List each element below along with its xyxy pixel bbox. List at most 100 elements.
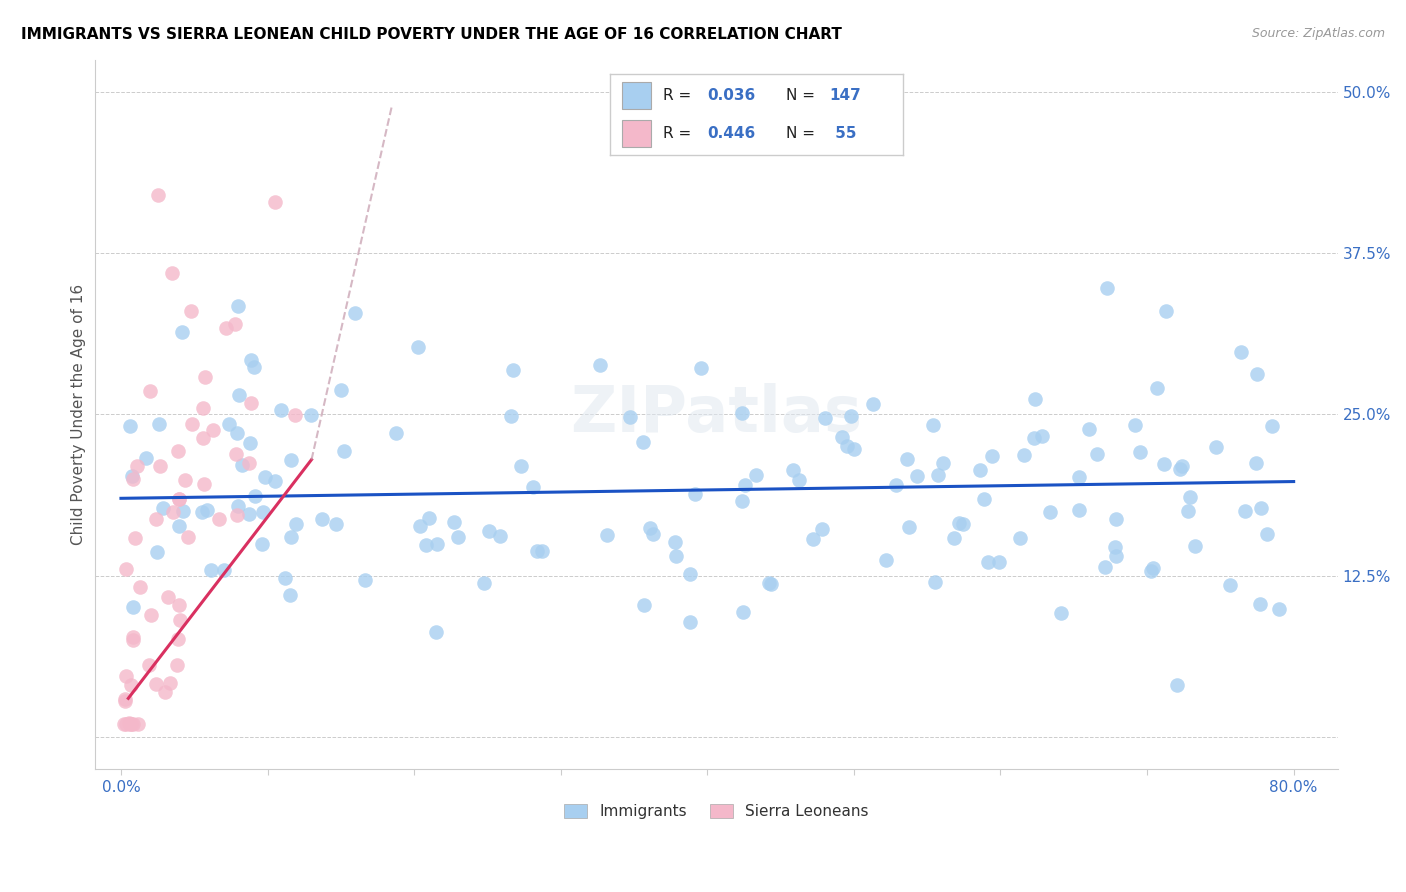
Point [1146,381,1168,395]
Point [801,532,824,546]
Point [896,452,918,467]
Point [633,434,655,449]
Point [1105,512,1128,526]
Point [167,598,190,612]
Point [228,388,250,402]
Point [633,598,655,612]
Point [733,605,755,619]
Point [1234,504,1257,518]
Point [226,508,249,522]
Point [678,567,700,582]
Point [121,630,143,644]
Point [250,537,273,551]
Point [406,340,429,354]
Point [127,717,149,731]
Y-axis label: Child Poverty Under the Age of 16: Child Poverty Under the Age of 16 [72,284,86,545]
Point [426,537,449,551]
Point [239,436,262,450]
Point [1249,597,1271,611]
Point [208,512,231,526]
Point [148,417,170,431]
Point [1205,440,1227,454]
Point [1031,429,1053,443]
Point [180,304,202,318]
Point [121,632,143,647]
Point [243,489,266,503]
Point [665,549,688,564]
Point [759,577,782,591]
Point [1078,422,1101,436]
Point [215,321,238,335]
Point [973,491,995,506]
Text: ZIPatlas: ZIPatlas [569,384,862,445]
Point [228,499,250,513]
Point [141,607,163,622]
Point [443,515,465,529]
Point [969,463,991,477]
Point [526,543,548,558]
Point [167,519,190,533]
Point [1170,459,1192,474]
Point [284,408,307,422]
Point [1246,368,1268,382]
Point [782,463,804,477]
Point [191,505,214,519]
Point [596,528,619,542]
Point [664,535,686,549]
Point [1256,526,1278,541]
Point [174,473,197,487]
Point [499,409,522,423]
Point [425,625,447,640]
Point [502,363,524,377]
Point [1184,540,1206,554]
Point [311,512,333,526]
Point [472,576,495,591]
Point [231,458,253,472]
Point [921,417,943,432]
Point [1022,432,1045,446]
Point [146,545,169,559]
Point [1230,345,1253,359]
Point [169,491,191,506]
Point [837,439,859,453]
Point [253,469,276,483]
Point [1039,505,1062,519]
Point [159,676,181,690]
Point [589,359,612,373]
Point [415,538,437,552]
Point [138,657,160,672]
Point [839,409,862,423]
Point [1008,531,1031,545]
Point [679,615,702,629]
Point [280,530,302,544]
Point [146,188,169,202]
Point [284,517,307,532]
Point [977,555,1000,569]
Point [1168,462,1191,476]
Point [952,516,974,531]
Point [202,423,225,437]
Point [114,717,136,731]
Point [734,477,756,491]
Point [118,717,141,731]
Point [145,512,167,526]
Point [299,408,322,422]
Point [166,657,188,672]
Point [685,487,707,501]
Point [195,502,218,516]
Point [264,474,287,488]
Point [811,522,834,536]
Point [212,563,235,577]
Point [1177,504,1199,518]
Point [745,468,768,483]
Point [842,442,865,457]
Point [152,500,174,515]
Point [905,469,928,483]
Point [409,519,432,533]
Point [1268,601,1291,615]
Text: Source: ZipAtlas.com: Source: ZipAtlas.com [1251,27,1385,40]
Point [948,516,970,530]
Point [522,480,544,494]
Point [167,632,190,647]
Point [1049,607,1071,621]
